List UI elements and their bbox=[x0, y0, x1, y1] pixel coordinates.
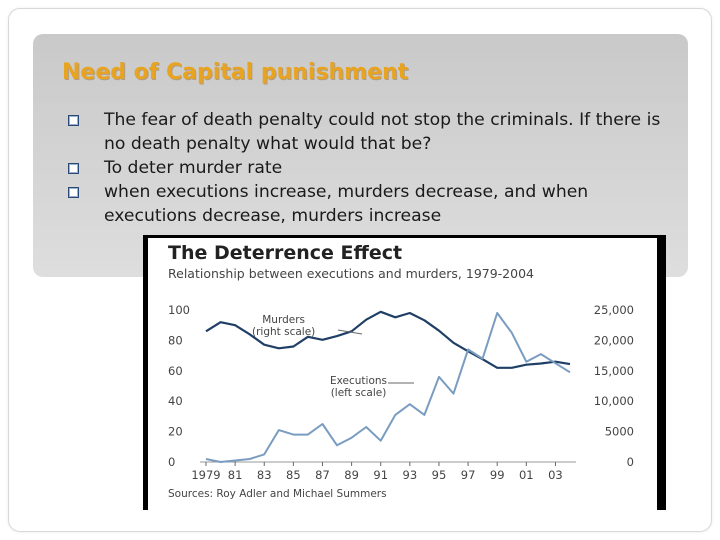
murders-series-label: Murders (right scale) bbox=[252, 314, 315, 338]
x-axis-tick-label: 97 bbox=[461, 468, 476, 482]
executions-label-name: Executions bbox=[330, 375, 387, 387]
right-axis-tick-label: 20,000 bbox=[594, 333, 634, 347]
murders-line bbox=[205, 310, 571, 369]
left-axis-tick-label: 40 bbox=[168, 394, 183, 408]
chart-source: Sources: Roy Adler and Michael Summers bbox=[168, 488, 387, 500]
x-axis-tick-label: 91 bbox=[373, 468, 388, 482]
chart-title: The Deterrence Effect bbox=[168, 242, 403, 264]
bullet-item: The fear of death penalty could not stop… bbox=[66, 108, 686, 156]
x-axis-tick-label: 99 bbox=[490, 468, 505, 482]
bullet-item: when executions increase, murders decrea… bbox=[66, 180, 686, 228]
executions-series-label: Executions (left scale) bbox=[330, 375, 387, 399]
bullet-item: To deter murder rate bbox=[66, 156, 686, 180]
right-axis-tick-label: 10,000 bbox=[594, 394, 634, 408]
x-axis-tick-label: 95 bbox=[432, 468, 447, 482]
chart-plot: 100 80 60 40 20 0 25,000 20,000 15,000 10,000 5000… bbox=[168, 303, 634, 482]
x-axis-tick-label: 1979 bbox=[191, 468, 220, 482]
hollow-square-bullet-icon bbox=[68, 163, 79, 174]
right-axis-tick-label: 5000 bbox=[605, 425, 634, 439]
left-axis-tick-label: 80 bbox=[168, 333, 183, 347]
slide-title: Need of Capital punishment bbox=[62, 60, 409, 85]
x-axis-tick-label: 93 bbox=[403, 468, 418, 482]
x-axis-tick-label: 01 bbox=[519, 468, 534, 482]
right-axis-tick-label: 0 bbox=[627, 455, 634, 469]
x-axis-tick-label: 85 bbox=[286, 468, 301, 482]
executions-label-scale: (left scale) bbox=[330, 387, 387, 399]
right-axis-tick-label: 25,000 bbox=[594, 303, 634, 317]
bullet-text: To deter murder rate bbox=[104, 158, 283, 178]
x-axis-tick-label: 87 bbox=[315, 468, 330, 482]
murders-label-leader bbox=[337, 329, 363, 335]
left-axis-tick-label: 0 bbox=[168, 455, 175, 469]
murders-label-scale: (right scale) bbox=[252, 326, 316, 338]
x-axis-tick-label: 03 bbox=[548, 468, 563, 482]
murders-label-name: Murders bbox=[262, 314, 306, 326]
x-axis-tick-label: 83 bbox=[257, 468, 272, 482]
x-axis-tick-label: 81 bbox=[228, 468, 243, 482]
bullet-text: The fear of death penalty could not stop… bbox=[104, 110, 661, 154]
chart-subtitle: Relationship between executions and murd… bbox=[168, 266, 534, 281]
left-axis-tick-label: 60 bbox=[168, 364, 183, 378]
bullet-text: when executions increase, murders decrea… bbox=[104, 182, 589, 226]
deterrence-chart: The Deterrence Effect Relationship betwe… bbox=[148, 238, 657, 510]
left-axis-tick-label: 20 bbox=[168, 425, 183, 439]
x-axis-tick-label: 89 bbox=[344, 468, 359, 482]
right-axis-tick-label: 15,000 bbox=[594, 364, 634, 378]
bullet-list: The fear of death penalty could not stop… bbox=[66, 108, 686, 228]
hollow-square-bullet-icon bbox=[68, 187, 79, 198]
executions-line bbox=[205, 312, 571, 463]
hollow-square-bullet-icon bbox=[68, 115, 79, 126]
left-axis-tick-label: 100 bbox=[168, 303, 190, 317]
